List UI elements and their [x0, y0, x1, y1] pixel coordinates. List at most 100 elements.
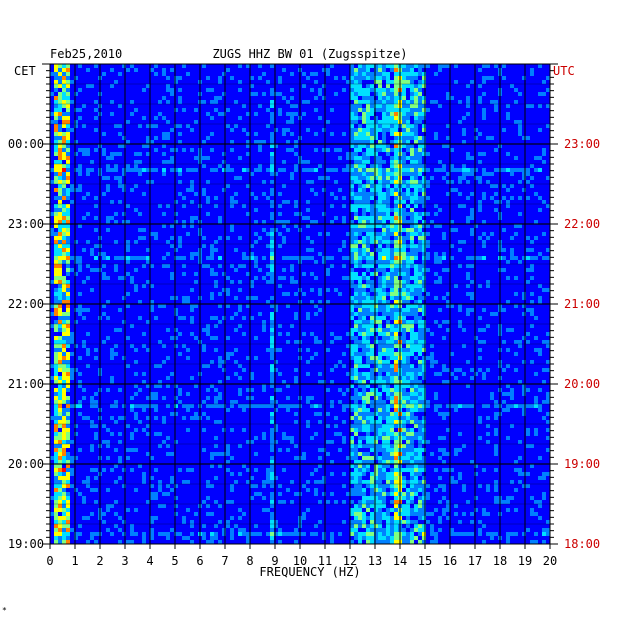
heatmap-cell	[106, 180, 110, 184]
heatmap-cell	[318, 88, 322, 92]
heatmap-cell	[482, 64, 486, 68]
heatmap-cell	[186, 168, 190, 172]
heatmap-cell	[114, 144, 118, 148]
heatmap-cell	[502, 168, 506, 172]
heatmap-cell	[306, 128, 310, 132]
heatmap-cell	[402, 160, 406, 164]
heatmap-cell	[278, 164, 282, 168]
heatmap-cell	[90, 68, 94, 72]
heatmap-cell	[202, 148, 206, 152]
heatmap-cell	[490, 104, 494, 108]
heatmap-cell	[294, 152, 298, 156]
heatmap-cell	[206, 92, 210, 96]
heatmap-cell	[302, 152, 306, 156]
heatmap-cell	[250, 76, 254, 80]
heatmap-cell	[186, 204, 190, 208]
heatmap-cell	[166, 160, 170, 164]
heatmap-cell	[154, 160, 158, 164]
heatmap-cell	[390, 144, 394, 148]
heatmap-cell	[506, 188, 510, 192]
heatmap-cell	[226, 216, 230, 220]
heatmap-cell	[270, 172, 274, 176]
heatmap-cell	[538, 76, 542, 80]
heatmap-cell	[94, 104, 98, 108]
heatmap-cell	[450, 152, 454, 156]
heatmap-cell	[370, 152, 374, 156]
heatmap-cell	[134, 160, 138, 164]
heatmap-cell	[222, 192, 226, 196]
heatmap-cell	[374, 68, 378, 72]
heatmap-cell	[434, 120, 438, 124]
heatmap-cell	[542, 124, 546, 128]
heatmap-cell	[142, 144, 146, 148]
heatmap-cell	[142, 204, 146, 208]
heatmap-cell	[394, 132, 398, 136]
heatmap-cell	[210, 148, 214, 152]
heatmap-cell	[278, 188, 282, 192]
heatmap-cell	[354, 140, 358, 144]
heatmap-cell	[406, 108, 410, 112]
heatmap-cell	[174, 220, 178, 224]
heatmap-cell	[530, 92, 534, 96]
heatmap-cell	[546, 208, 550, 212]
heatmap-cell	[454, 68, 458, 72]
heatmap-cell	[306, 104, 310, 108]
heatmap-cell	[318, 180, 322, 184]
heatmap-cell	[538, 184, 542, 188]
heatmap-cell	[390, 180, 394, 184]
heatmap-cell	[226, 144, 230, 148]
heatmap-cell	[326, 92, 330, 96]
heatmap-cell	[342, 112, 346, 116]
heatmap-cell	[122, 104, 126, 108]
heatmap-cell	[322, 156, 326, 160]
heatmap-cell	[314, 168, 318, 172]
heatmap-cell	[390, 72, 394, 76]
heatmap-cell	[378, 120, 382, 124]
heatmap-cell	[134, 164, 138, 168]
heatmap-cell	[410, 124, 414, 128]
heatmap-cell	[506, 136, 510, 140]
heatmap-cell	[54, 220, 58, 224]
heatmap-cell	[366, 116, 370, 120]
heatmap-cell	[486, 116, 490, 120]
heatmap-cell	[358, 176, 362, 180]
heatmap-cell	[354, 204, 358, 208]
heatmap-cell	[402, 188, 406, 192]
heatmap-cell	[238, 92, 242, 96]
heatmap-cell	[506, 180, 510, 184]
heatmap-cell	[374, 92, 378, 96]
heatmap-cell	[122, 148, 126, 152]
heatmap-cell	[270, 124, 274, 128]
heatmap-cell	[102, 116, 106, 120]
heatmap-cell	[386, 148, 390, 152]
heatmap-cell	[366, 188, 370, 192]
heatmap-cell	[530, 148, 534, 152]
heatmap-cell	[338, 184, 342, 188]
heatmap-cell	[118, 112, 122, 116]
heatmap-cell	[294, 192, 298, 196]
heatmap-cell	[74, 188, 78, 192]
heatmap-cell	[238, 160, 242, 164]
heatmap-cell	[470, 104, 474, 108]
heatmap-cell	[238, 188, 242, 192]
heatmap-cell	[122, 116, 126, 120]
heatmap-cell	[74, 180, 78, 184]
heatmap-cell	[290, 216, 294, 220]
heatmap-cell	[470, 68, 474, 72]
heatmap-cell	[410, 152, 414, 156]
heatmap-cell	[318, 152, 322, 156]
heatmap-cell	[70, 160, 74, 164]
heatmap-cell	[346, 172, 350, 176]
heatmap-cell	[450, 144, 454, 148]
heatmap-cell	[282, 84, 286, 88]
heatmap-cell	[534, 152, 538, 156]
heatmap-cell	[158, 200, 162, 204]
heatmap-cell	[150, 172, 154, 176]
heatmap-cell	[286, 200, 290, 204]
heatmap-cell	[510, 176, 514, 180]
heatmap-cell	[254, 204, 258, 208]
heatmap-cell	[362, 216, 366, 220]
heatmap-cell	[438, 216, 442, 220]
heatmap-cell	[234, 188, 238, 192]
heatmap-cell	[314, 104, 318, 108]
